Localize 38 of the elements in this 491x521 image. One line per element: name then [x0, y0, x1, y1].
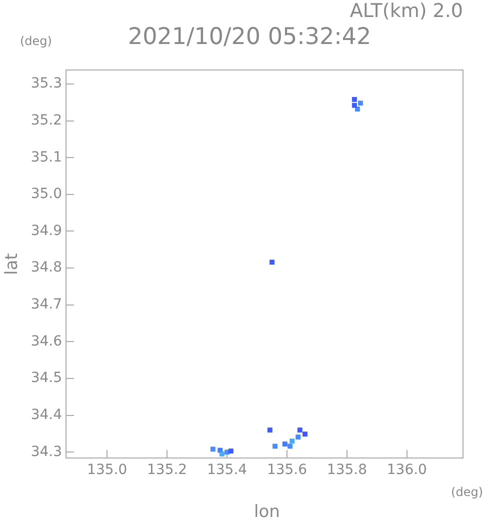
x-tick-label: 135.4 [206, 462, 248, 478]
y-tick-label: 34.4 [30, 406, 62, 423]
y-tick-label: 35.2 [30, 112, 62, 128]
point [288, 444, 292, 449]
y-tick-label: 34.3 [30, 444, 62, 460]
x-tick-label: 135.8 [326, 462, 368, 478]
y-tick-label: 34.6 [30, 333, 62, 350]
y-tick-label: 34.9 [30, 222, 62, 239]
x-tick-label: 136.0 [386, 462, 427, 478]
point [267, 428, 272, 432]
point [228, 448, 234, 454]
point [352, 102, 357, 108]
y-tick-label: 35.0 [30, 186, 62, 202]
point [290, 438, 295, 444]
text: (deg) [451, 485, 483, 499]
y-tick-label: 34.5 [30, 370, 62, 386]
point [210, 446, 216, 452]
chart-subtitle: ALT(km) 2.0 [350, 0, 463, 22]
x-tick-label: 135.0 [87, 462, 128, 478]
x-tick-label: 135.6 [266, 462, 308, 478]
y-tick-label: 34.7 [30, 296, 62, 312]
x-tick-label: 135.2 [147, 462, 188, 478]
point [270, 260, 274, 265]
point [352, 96, 357, 102]
y-axis-title: lat [2, 253, 22, 275]
y-tick-label: 35.3 [30, 76, 62, 92]
point [302, 432, 308, 437]
point [296, 434, 301, 440]
point [219, 451, 224, 456]
y-tick-label: 35.1 [30, 149, 62, 166]
text: (deg) [20, 34, 52, 48]
point [282, 442, 288, 446]
point [272, 444, 278, 449]
point [358, 100, 363, 106]
y-tick-label: 34.8 [30, 260, 62, 276]
point [297, 428, 302, 432]
chart-title: 2021/10/20 05:32:42 [128, 24, 372, 50]
x-axis-title: lon [254, 502, 280, 521]
